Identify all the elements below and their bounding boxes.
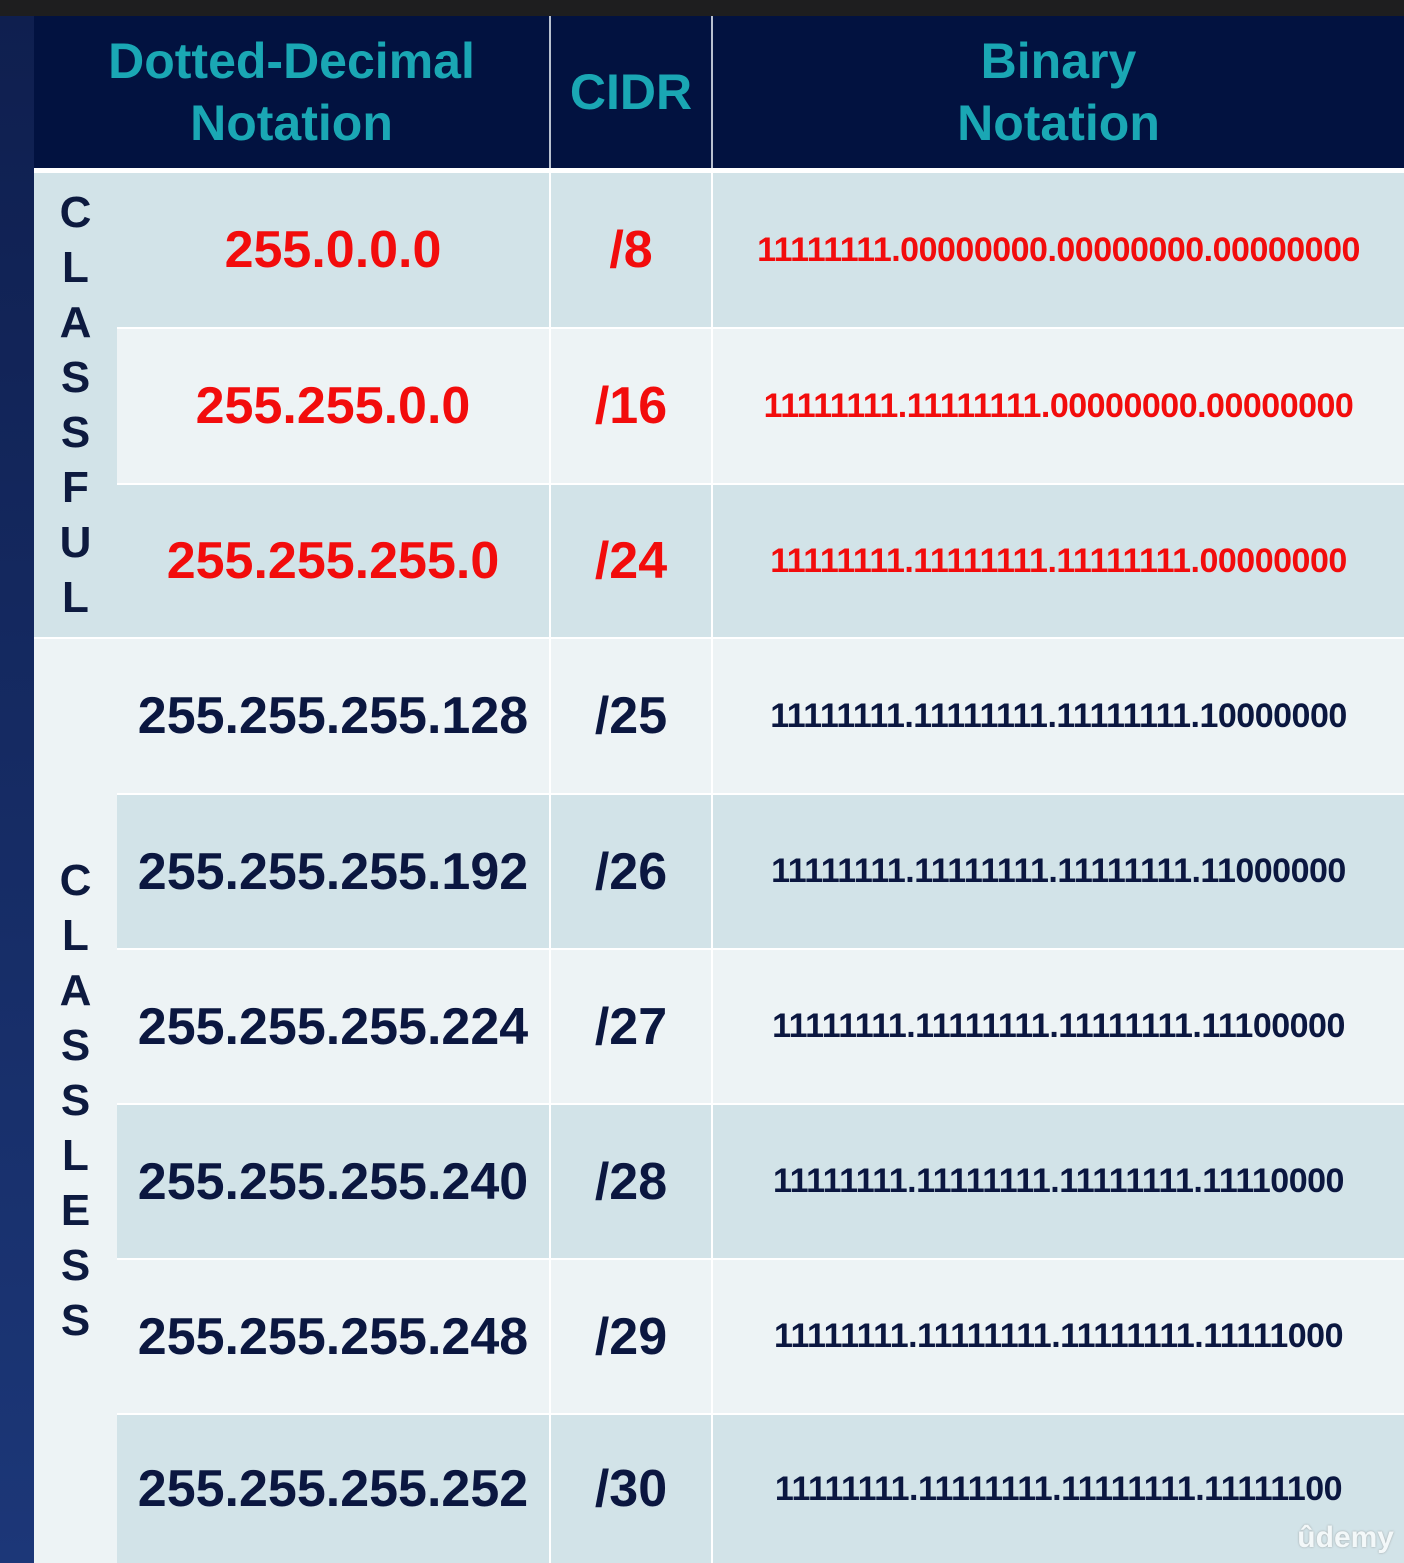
table-row: 255.255.0.0 /16 11111111.11111111.000000… — [117, 329, 1404, 483]
table-row: 255.255.255.240 /28 11111111.11111111.11… — [117, 1105, 1404, 1258]
group-letter: A — [59, 965, 92, 1015]
dotted-decimal-cell: 255.255.255.252 — [117, 1415, 551, 1563]
table-row: 255.255.255.192 /26 11111111.11111111.11… — [117, 795, 1404, 948]
row-divider — [117, 948, 1404, 950]
dotted-decimal-cell: 255.255.255.128 — [117, 639, 551, 793]
binary-cell: 11111111.11111111.11111111.00000000 — [770, 541, 1347, 580]
binary-cell: 11111111.11111111.11111111.11110000 — [773, 1162, 1344, 1200]
dotted-decimal-cell: 255.0.0.0 — [117, 173, 551, 327]
table-row: 255.255.255.128 /25 11111111.11111111.11… — [117, 639, 1404, 793]
row-divider — [117, 793, 1404, 795]
cidr-cell: /27 — [551, 950, 713, 1103]
row-divider — [34, 637, 1404, 639]
binary-cell: 11111111.11111111.00000000.00000000 — [763, 386, 1354, 425]
group-letter: A — [59, 298, 92, 347]
group-letter: C — [59, 188, 92, 237]
binary-cell: 11111111.00000000.00000000.00000000 — [757, 230, 1360, 269]
group-letter: S — [60, 353, 91, 402]
cidr-cell: /8 — [551, 173, 713, 327]
group-letter: S — [60, 1295, 91, 1345]
dotted-decimal-cell: 255.255.0.0 — [117, 329, 551, 483]
cidr-cell: /24 — [551, 485, 713, 637]
cidr-cell: /26 — [551, 795, 713, 948]
header-dotted-line1: Dotted-Decimal — [108, 33, 475, 89]
group-letter: S — [60, 1075, 91, 1125]
table-row: 255.255.255.248 /29 11111111.11111111.11… — [117, 1260, 1404, 1413]
group-letter: C — [59, 855, 92, 905]
top-bar — [0, 0, 1404, 16]
binary-cell: 11111111.11111111.11111111.11111100 — [774, 1469, 1343, 1508]
group-label-classful: C L A S S F U L — [34, 173, 117, 637]
group-letter: E — [60, 1185, 91, 1235]
dotted-decimal-cell: 255.255.255.248 — [117, 1260, 551, 1413]
dotted-decimal-cell: 255.255.255.224 — [117, 950, 551, 1103]
table-header: Dotted-Decimal Notation CIDR Binary Nota… — [34, 16, 1404, 168]
group-letter: S — [60, 408, 91, 457]
group-letter: L — [62, 910, 89, 960]
binary-cell: 11111111.11111111.11111111.10000000 — [770, 696, 1347, 735]
left-accent-strip — [0, 16, 34, 1563]
binary-cell: 11111111.11111111.11111111.11000000 — [771, 852, 1346, 890]
row-divider — [117, 483, 1404, 485]
group-letter: U — [59, 518, 92, 567]
header-cidr: CIDR — [551, 16, 713, 168]
cidr-cell: /29 — [551, 1260, 713, 1413]
table-row: 255.255.255.224 /27 11111111.11111111.11… — [117, 950, 1404, 1103]
row-divider — [117, 1103, 1404, 1105]
cidr-cell: /16 — [551, 329, 713, 483]
binary-cell: 11111111.11111111.11111111.11100000 — [772, 1007, 1345, 1045]
header-dotted-decimal: Dotted-Decimal Notation — [34, 16, 551, 168]
dotted-decimal-cell: 255.255.255.192 — [117, 795, 551, 948]
group-letter: S — [60, 1020, 91, 1070]
cidr-cell: /25 — [551, 639, 713, 793]
header-binary: Binary Notation — [713, 16, 1404, 168]
header-binary-line1: Binary — [980, 33, 1137, 89]
row-divider — [117, 1413, 1404, 1415]
cidr-cell: /28 — [551, 1105, 713, 1258]
group-label-classless: C L A S S L E S S — [34, 637, 117, 1563]
group-letter: L — [62, 243, 89, 292]
header-divider — [34, 168, 1404, 173]
row-divider — [117, 327, 1404, 329]
table-row: 255.255.255.252 /30 11111111.11111111.11… — [117, 1415, 1404, 1563]
group-letter: L — [62, 1130, 89, 1180]
group-letter: F — [62, 463, 89, 512]
cidr-cell: /30 — [551, 1415, 713, 1563]
table-row: 255.0.0.0 /8 11111111.00000000.00000000.… — [117, 173, 1404, 327]
table-row: 255.255.255.0 /24 11111111.11111111.1111… — [117, 485, 1404, 637]
binary-cell: 11111111.11111111.11111111.11111000 — [773, 1317, 1344, 1355]
subnet-mask-table: Dotted-Decimal Notation CIDR Binary Nota… — [34, 16, 1404, 1563]
group-letter: S — [60, 1240, 91, 1290]
header-dotted-line2: Notation — [190, 95, 393, 151]
group-letter: L — [62, 573, 89, 622]
dotted-decimal-cell: 255.255.255.0 — [117, 485, 551, 637]
row-divider — [117, 1258, 1404, 1260]
dotted-decimal-cell: 255.255.255.240 — [117, 1105, 551, 1258]
header-binary-line2: Notation — [957, 95, 1160, 151]
udemy-watermark: ûdemy — [1297, 1521, 1394, 1554]
